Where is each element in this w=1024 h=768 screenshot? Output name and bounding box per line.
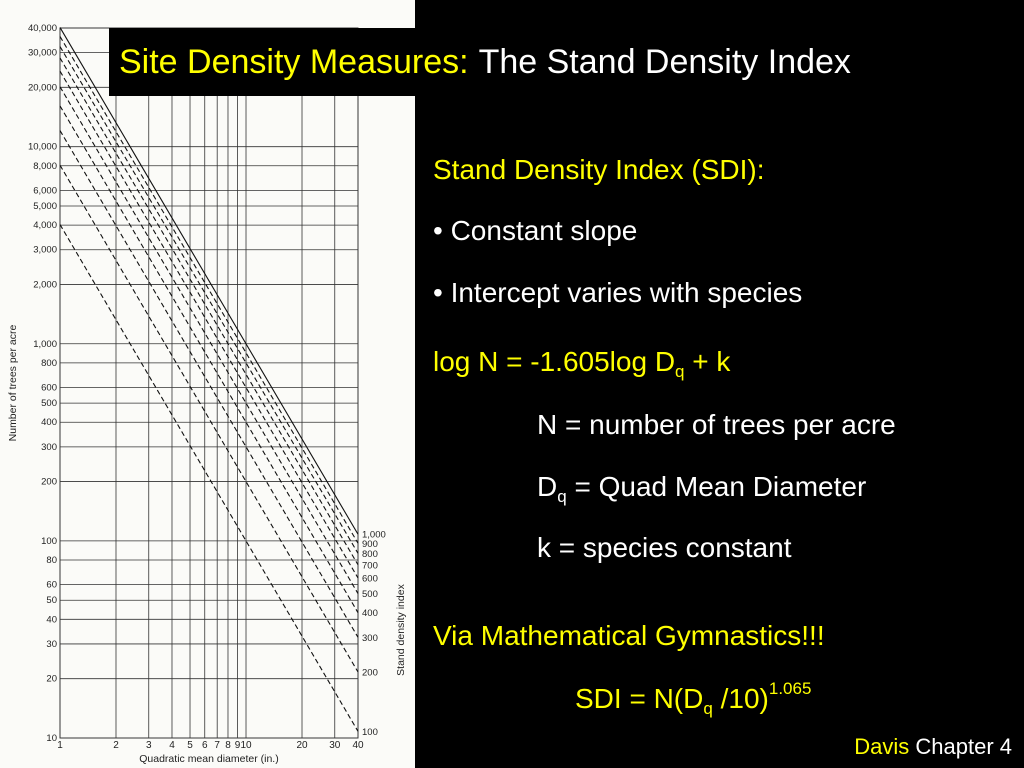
sdi-heading: Stand Density Index (SDI): — [433, 154, 765, 185]
x-tick-label: 10 — [240, 740, 252, 751]
y-tick-label: 10,000 — [28, 142, 57, 153]
sdi-line — [59, 57, 359, 566]
sdi-line — [59, 27, 359, 535]
slide-title: Site Density Measures: The Stand Density… — [109, 28, 979, 96]
y-tick-label: 1,000 — [33, 339, 57, 350]
x-tick-label: 5 — [187, 740, 193, 751]
right-axis-label: Stand density index — [395, 583, 407, 675]
sdi-label: 800 — [362, 549, 378, 560]
x-axis-label: Quadratic mean diameter (in.) — [139, 753, 278, 765]
sdi-label: 100 — [362, 727, 378, 738]
dq-base: D — [537, 471, 558, 502]
title-accent: Site Density Measures: — [119, 42, 469, 81]
dq-rest: = Quad Mean Diameter — [566, 471, 867, 502]
sdi-line — [59, 36, 359, 544]
footer-author: Davis — [854, 734, 910, 759]
sdi-chart-svg: 1 2 3 4 5 6 7 8 9 10 20 30 4010203040506080100200300… — [7, 23, 407, 765]
y-tick-label: 800 — [41, 358, 57, 369]
y-tick-label: 40,000 — [28, 23, 57, 34]
equation-sub: q — [675, 362, 685, 381]
y-tick-label: 30 — [46, 639, 57, 650]
y-tick-label: 80 — [46, 555, 57, 566]
sdi-formula-sup: 1.065 — [768, 679, 812, 698]
x-tick-label: 3 — [146, 740, 152, 751]
y-tick-label: 5,000 — [33, 201, 57, 212]
sdi-equation: log N = -1.605log Dq + k — [433, 346, 731, 381]
sdi-line — [59, 130, 359, 638]
y-tick-label: 20,000 — [28, 82, 57, 93]
sdi-formula-mid: /10) — [712, 683, 769, 714]
sdi-label: 400 — [362, 608, 378, 619]
y-tick-label: 8,000 — [33, 161, 57, 172]
dq-sub: q — [557, 487, 567, 506]
definition-n: N = number of trees per acre — [537, 409, 896, 440]
y-tick-label: 400 — [41, 417, 57, 428]
sdi-line — [59, 164, 359, 673]
sdi-line — [59, 224, 359, 732]
y-axis-label: Number of trees per acre — [7, 324, 19, 441]
definition-dq: Dq = Quad Mean Diameter — [537, 471, 867, 506]
x-tick-label: 1 — [57, 740, 63, 751]
sdi-label: 1,000 — [362, 530, 386, 541]
equation-pre: log N = -1.605log D — [433, 346, 676, 377]
y-tick-label: 3,000 — [33, 245, 57, 256]
definition-k: k = species constant — [537, 532, 792, 563]
y-tick-label: 40 — [46, 614, 57, 625]
x-tick-label: 20 — [296, 740, 308, 751]
y-tick-label: 2,000 — [33, 279, 57, 290]
sdi-formula-sub: q — [703, 699, 713, 718]
sdi-label: 700 — [362, 560, 378, 571]
x-tick-label: 30 — [329, 740, 341, 751]
y-tick-label: 50 — [46, 595, 57, 606]
y-tick-label: 300 — [41, 442, 57, 453]
sdi-formula: SDI = N(Dq /10)1.065 — [575, 680, 811, 718]
equation-post: + k — [684, 346, 731, 377]
sdi-chart: 1 2 3 4 5 6 7 8 9 10 20 30 40 10 20 30 40 50 60 80 100 200 300… — [0, 0, 415, 768]
y-tick-label: 60 — [46, 580, 57, 591]
sdi-label: 500 — [362, 589, 378, 600]
sdi-formula-pre: SDI = N(D — [575, 683, 704, 714]
sdi-label: 900 — [362, 539, 378, 550]
via-text: Via Mathematical Gymnastics!!! — [433, 620, 825, 651]
sdi-label: 200 — [362, 668, 378, 679]
bullet-intercept: • Intercept varies with species — [433, 277, 803, 308]
y-tick-label: 30,000 — [28, 48, 57, 59]
x-tick-label: 7 — [214, 740, 220, 751]
y-tick-label: 4,000 — [33, 220, 57, 231]
sdi-label: 600 — [362, 573, 378, 584]
x-tick-label: 4 — [169, 740, 175, 751]
x-tick-label: 6 — [202, 740, 208, 751]
x-tick-label: 9 — [235, 740, 241, 751]
y-tick-label: 10 — [46, 733, 57, 744]
footer: Davis Chapter 4 — [854, 734, 1012, 760]
y-tick-label: 600 — [41, 383, 57, 394]
sdi-line — [59, 105, 359, 613]
sdi-label: 300 — [362, 633, 378, 644]
x-tick-label: 40 — [352, 740, 364, 751]
y-tick-label: 6,000 — [33, 185, 57, 196]
bullet-constant-slope: • Constant slope — [433, 215, 638, 246]
x-tick-label: 2 — [113, 740, 119, 751]
y-tick-label: 500 — [41, 398, 57, 409]
title-rest: The Stand Density Index — [478, 42, 851, 81]
sdi-line — [59, 86, 359, 594]
footer-chapter: Chapter 4 — [909, 734, 1012, 759]
sdi-line — [59, 70, 359, 579]
y-tick-label: 100 — [41, 536, 57, 547]
sdi-line — [59, 46, 359, 554]
y-tick-label: 20 — [46, 674, 57, 685]
x-tick-label: 8 — [225, 740, 231, 751]
y-tick-label: 200 — [41, 477, 57, 488]
